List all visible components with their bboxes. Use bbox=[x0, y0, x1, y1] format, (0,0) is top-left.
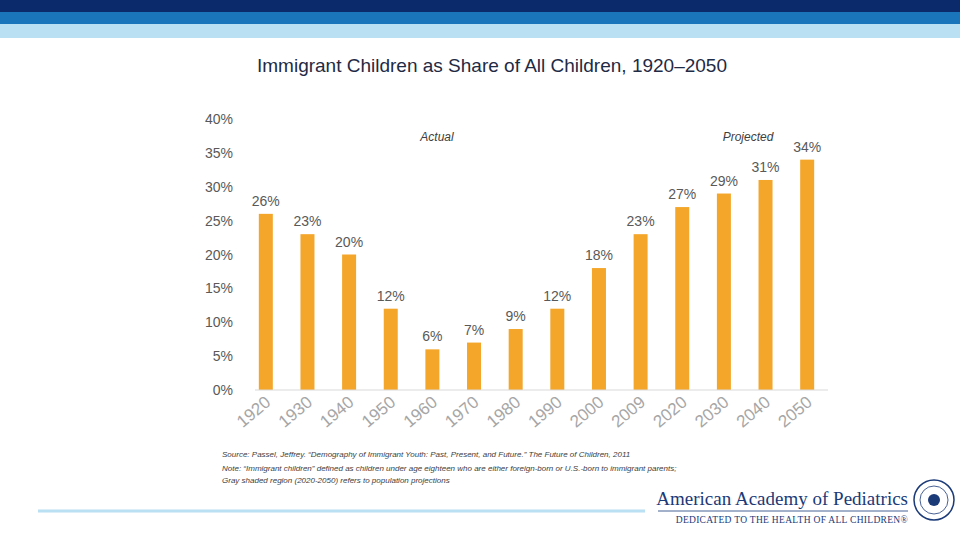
bar bbox=[384, 309, 398, 390]
bar bbox=[509, 329, 523, 390]
logo-rule bbox=[658, 511, 908, 512]
banner-dark bbox=[0, 0, 960, 12]
slide: Immigrant Children as Share of All Child… bbox=[0, 0, 960, 540]
bar bbox=[634, 234, 648, 390]
y-tick-label: 20% bbox=[205, 247, 233, 263]
bar bbox=[300, 234, 314, 390]
x-tick-label: 2050 bbox=[775, 393, 816, 432]
bottom-rule bbox=[38, 510, 645, 513]
bar bbox=[259, 214, 273, 390]
y-tick-label: 40% bbox=[205, 111, 233, 127]
x-tick-label: 1980 bbox=[483, 393, 524, 432]
logo-tagline: DEDICATED TO THE HEALTH OF ALL CHILDREN® bbox=[676, 515, 908, 525]
data-label: 9% bbox=[506, 308, 526, 324]
note: Note: “Immigrant children” defined as ch… bbox=[222, 464, 676, 473]
bar bbox=[425, 349, 439, 390]
data-label: 29% bbox=[710, 173, 738, 189]
x-tick-label: 1950 bbox=[358, 393, 399, 432]
x-tick-label: 2009 bbox=[608, 393, 649, 432]
source: Source: Passel, Jeffrey. “Demography of … bbox=[222, 450, 630, 459]
bar bbox=[550, 309, 564, 390]
bar bbox=[342, 255, 356, 391]
x-tick-label: 1940 bbox=[316, 393, 357, 432]
bar bbox=[717, 194, 731, 390]
x-tick-label: 1970 bbox=[441, 393, 482, 432]
x-axis-line bbox=[255, 390, 828, 391]
y-tick-label: 5% bbox=[213, 348, 233, 364]
data-label: 18% bbox=[585, 247, 613, 263]
y-tick-label: 0% bbox=[213, 382, 233, 398]
banner-mid bbox=[0, 12, 960, 24]
x-tick-label: 2040 bbox=[733, 393, 774, 432]
data-label: 7% bbox=[464, 322, 484, 338]
data-label: 27% bbox=[668, 186, 696, 202]
chart-title: Immigrant Children as Share of All Child… bbox=[257, 55, 727, 76]
data-label: 34% bbox=[793, 139, 821, 155]
y-tick-label: 25% bbox=[205, 213, 233, 229]
x-tick-label: 1960 bbox=[400, 393, 441, 432]
x-tick-label: 2000 bbox=[566, 393, 607, 432]
data-label: 23% bbox=[293, 213, 321, 229]
bar bbox=[675, 207, 689, 390]
bar bbox=[759, 180, 773, 390]
annotation: Actual bbox=[419, 130, 454, 144]
bars bbox=[259, 160, 814, 390]
note: Gray shaded region (2020-2050) refers to… bbox=[222, 476, 450, 485]
data-label: 6% bbox=[422, 328, 442, 344]
bar bbox=[800, 160, 814, 390]
logo-seal-center bbox=[928, 494, 940, 506]
y-tick-label: 10% bbox=[205, 314, 233, 330]
data-label: 26% bbox=[252, 193, 280, 209]
logo-seal bbox=[914, 480, 954, 520]
x-tick-label: 1930 bbox=[275, 393, 316, 432]
x-tick-label: 2020 bbox=[650, 393, 691, 432]
y-tick-label: 30% bbox=[205, 179, 233, 195]
annotation: Projected bbox=[723, 130, 774, 144]
y-tick-label: 15% bbox=[205, 280, 233, 296]
data-label: 12% bbox=[543, 288, 571, 304]
banner-light bbox=[0, 24, 960, 38]
logo-seal-inner bbox=[920, 486, 948, 514]
x-tick-label: 2030 bbox=[691, 393, 732, 432]
data-label: 31% bbox=[752, 159, 780, 175]
logo-name: American Academy of Pediatrics bbox=[656, 488, 908, 509]
bar bbox=[467, 343, 481, 390]
data-label: 12% bbox=[377, 288, 405, 304]
y-tick-label: 35% bbox=[205, 145, 233, 161]
x-tick-label: 1920 bbox=[233, 393, 274, 432]
x-tick-label: 1990 bbox=[525, 393, 566, 432]
data-label: 20% bbox=[335, 234, 363, 250]
data-label: 23% bbox=[627, 213, 655, 229]
bar bbox=[592, 268, 606, 390]
